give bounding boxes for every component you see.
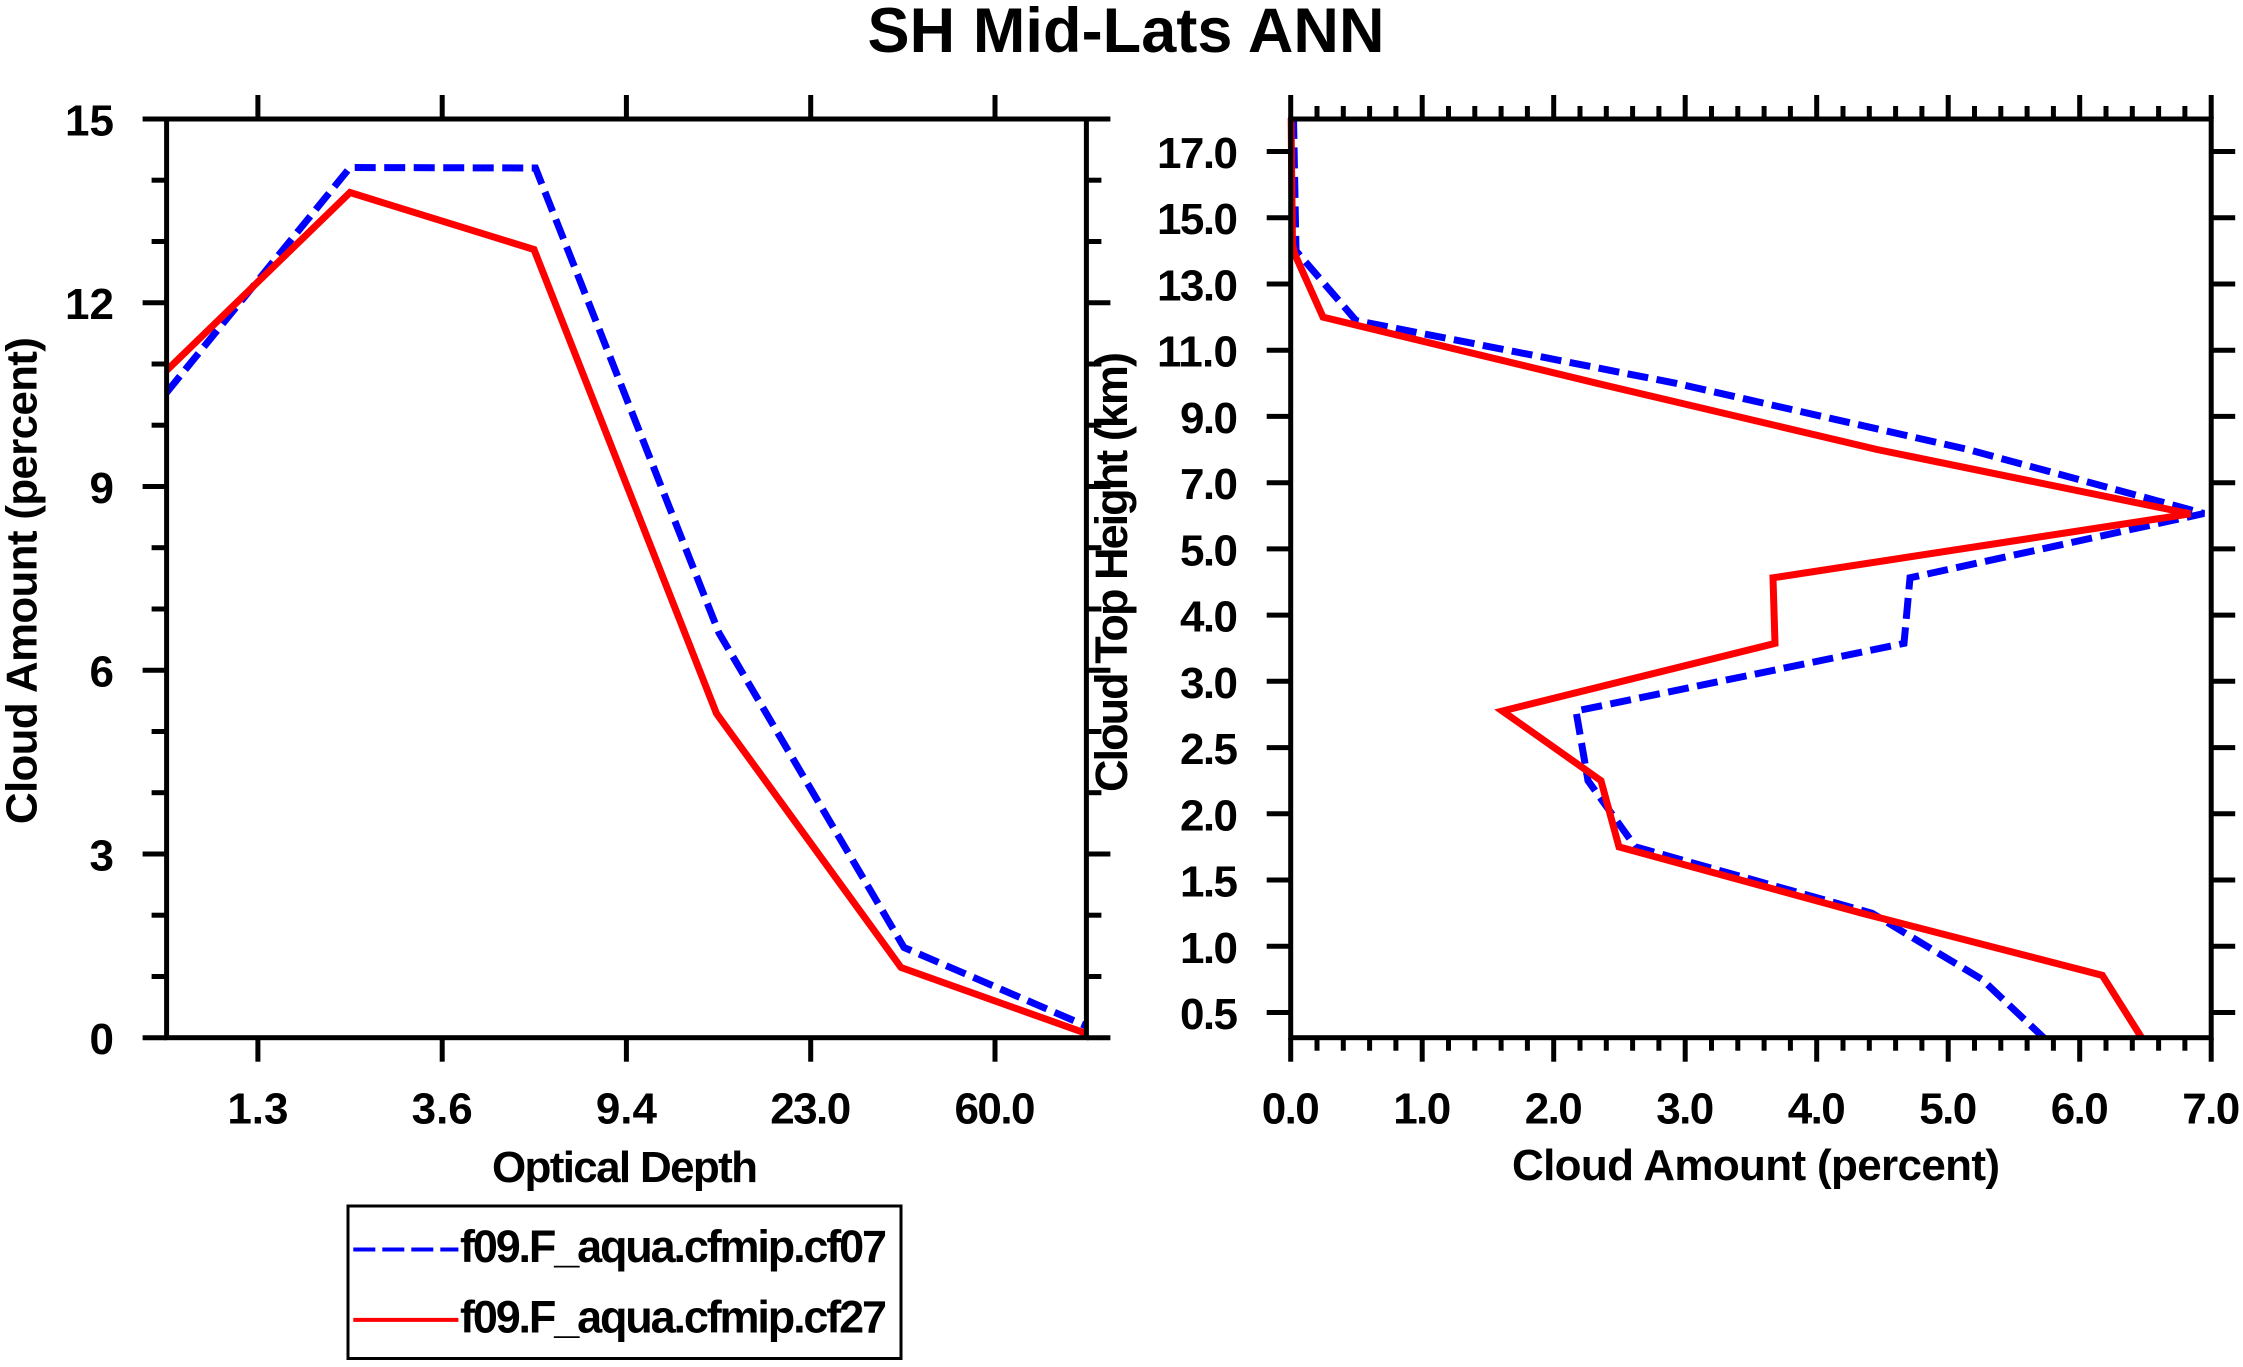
svg-text:3.0: 3.0 [1180,659,1238,708]
svg-text:SH Mid-Lats ANN: SH Mid-Lats ANN [868,0,1385,66]
svg-text:15: 15 [65,97,114,146]
svg-text:9: 9 [90,464,114,513]
svg-text:1.3: 1.3 [227,1085,288,1134]
svg-text:3.0: 3.0 [1656,1085,1714,1134]
svg-text:Optical Depth: Optical Depth [492,1143,758,1192]
svg-text:7.0: 7.0 [1180,460,1238,509]
svg-text:1.0: 1.0 [1393,1085,1451,1134]
svg-text:0.5: 0.5 [1180,990,1238,1039]
svg-text:17.0: 17.0 [1157,129,1238,178]
svg-text:3: 3 [90,832,114,881]
svg-text:60.0: 60.0 [955,1085,1036,1134]
svg-text:2.0: 2.0 [1525,1085,1583,1134]
svg-text:1.0: 1.0 [1180,924,1238,973]
svg-text:Cloud Amount (percent): Cloud Amount (percent) [0,337,47,824]
svg-text:6: 6 [90,648,114,697]
svg-text:3.6: 3.6 [412,1085,473,1134]
svg-text:4.0: 4.0 [1788,1085,1846,1134]
svg-text:5.0: 5.0 [1919,1085,1977,1134]
svg-text:9.0: 9.0 [1180,394,1238,443]
svg-text:15.0: 15.0 [1157,195,1238,244]
svg-text:12: 12 [65,280,114,329]
svg-text:6.0: 6.0 [2051,1085,2109,1134]
svg-text:4.0: 4.0 [1180,593,1238,642]
svg-text:11.0: 11.0 [1157,328,1238,377]
svg-text:0: 0 [90,1015,114,1064]
svg-text:Cloud Amount (percent): Cloud Amount (percent) [1512,1141,2000,1190]
svg-text:Cloud Top Height (km): Cloud Top Height (km) [1086,352,1137,792]
svg-text:f09.F_aqua.cfmip.cf07: f09.F_aqua.cfmip.cf07 [460,1221,887,1272]
svg-text:1.5: 1.5 [1180,858,1238,907]
svg-text:9.4: 9.4 [596,1085,658,1134]
svg-text:23.0: 23.0 [770,1085,851,1134]
svg-text:7.0: 7.0 [2182,1085,2240,1134]
svg-text:5.0: 5.0 [1180,526,1238,575]
svg-text:2.0: 2.0 [1180,791,1238,840]
svg-text:13.0: 13.0 [1157,262,1238,311]
svg-text:0.0: 0.0 [1262,1085,1320,1134]
svg-text:2.5: 2.5 [1180,725,1238,774]
svg-text:f09.F_aqua.cfmip.cf27: f09.F_aqua.cfmip.cf27 [460,1291,887,1342]
